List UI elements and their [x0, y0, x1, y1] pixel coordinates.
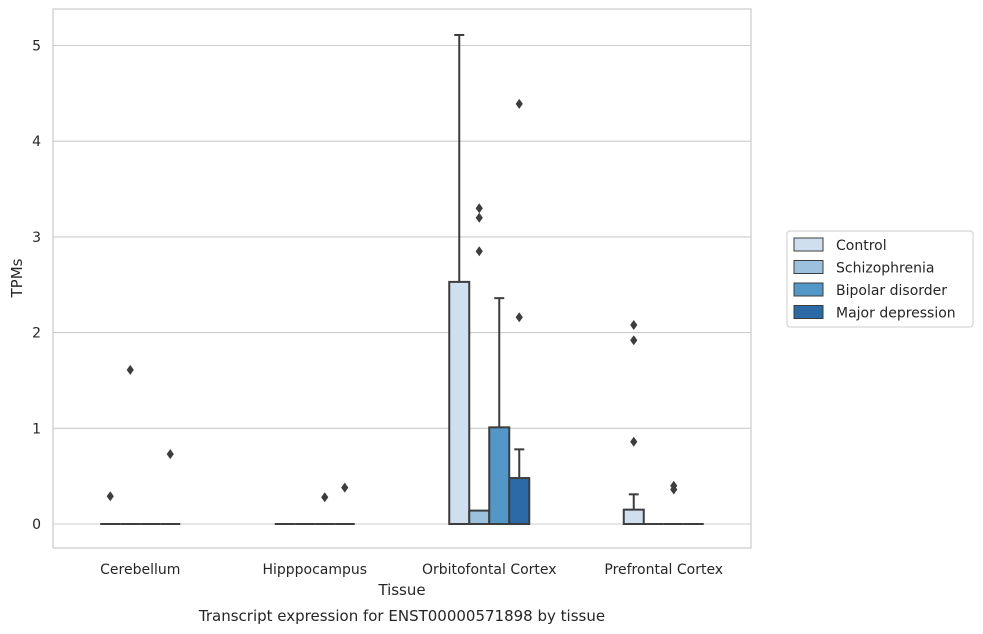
legend-label: Schizophrenia: [836, 261, 934, 277]
outlier-point: [475, 203, 483, 214]
x-tick-labels: Cerebellum Hipppocampus Orbitofontal Corte…: [100, 562, 723, 578]
x-tick-label: Orbitofontal Cortex: [422, 562, 557, 578]
box: [508, 477, 531, 525]
outlier-point: [475, 212, 483, 223]
outlier-point: [630, 335, 638, 346]
x-tick-label: Hipppocampus: [262, 562, 367, 578]
series-bipolar-disorder: [140, 297, 684, 525]
outlier-point: [515, 312, 523, 323]
legend-swatch: [793, 260, 824, 274]
box: [622, 508, 645, 525]
legend-swatch: [793, 305, 824, 319]
y-tick-label: 0: [32, 517, 41, 533]
outlier-point: [106, 491, 114, 502]
series-control: [100, 33, 645, 525]
outlier-point: [630, 319, 638, 330]
legend-label: Bipolar disorder: [836, 283, 947, 299]
y-tick-label: 1: [32, 421, 41, 437]
outlier-point: [341, 482, 349, 493]
outlier-point: [126, 364, 134, 375]
y-tick-label: 4: [32, 134, 41, 150]
box: [488, 426, 511, 525]
chart-caption: Transcript expression for ENST0000057189…: [198, 607, 605, 625]
y-tick-label: 2: [32, 326, 41, 342]
legend-label: Major depression: [836, 306, 956, 322]
series-major-depression: [160, 98, 704, 525]
box: [448, 280, 471, 525]
outlier-point: [515, 98, 523, 109]
legend-frame: [786, 230, 974, 328]
outlier-point: [321, 492, 329, 503]
x-axis-label: Tissue: [377, 581, 425, 599]
x-tick-label: Cerebellum: [100, 562, 180, 578]
y-tick-labels: 0 1 2 3 4 5: [32, 39, 41, 534]
y-axis-label: TPMs: [8, 258, 26, 298]
legend-swatch: [793, 282, 824, 297]
plot-area: [53, 9, 751, 548]
outlier-point: [630, 436, 638, 447]
box: [468, 509, 491, 525]
plot-frame: [52, 8, 752, 549]
legend-swatch: [793, 237, 824, 252]
outlier-point: [475, 246, 483, 257]
y-tick-label: 5: [32, 39, 41, 55]
legend-label: Control: [836, 238, 887, 254]
legend: Control Schizophrenia Bipolar disorder Majo…: [786, 230, 974, 328]
outlier-point: [670, 484, 678, 495]
box-groups: [100, 33, 704, 525]
outlier-point: [166, 449, 174, 460]
x-tick-label: Prefrontal Cortex: [604, 562, 723, 578]
y-tick-label: 3: [32, 230, 41, 246]
legend-items: Control Schizophrenia Bipolar disorder Majo…: [793, 237, 956, 322]
